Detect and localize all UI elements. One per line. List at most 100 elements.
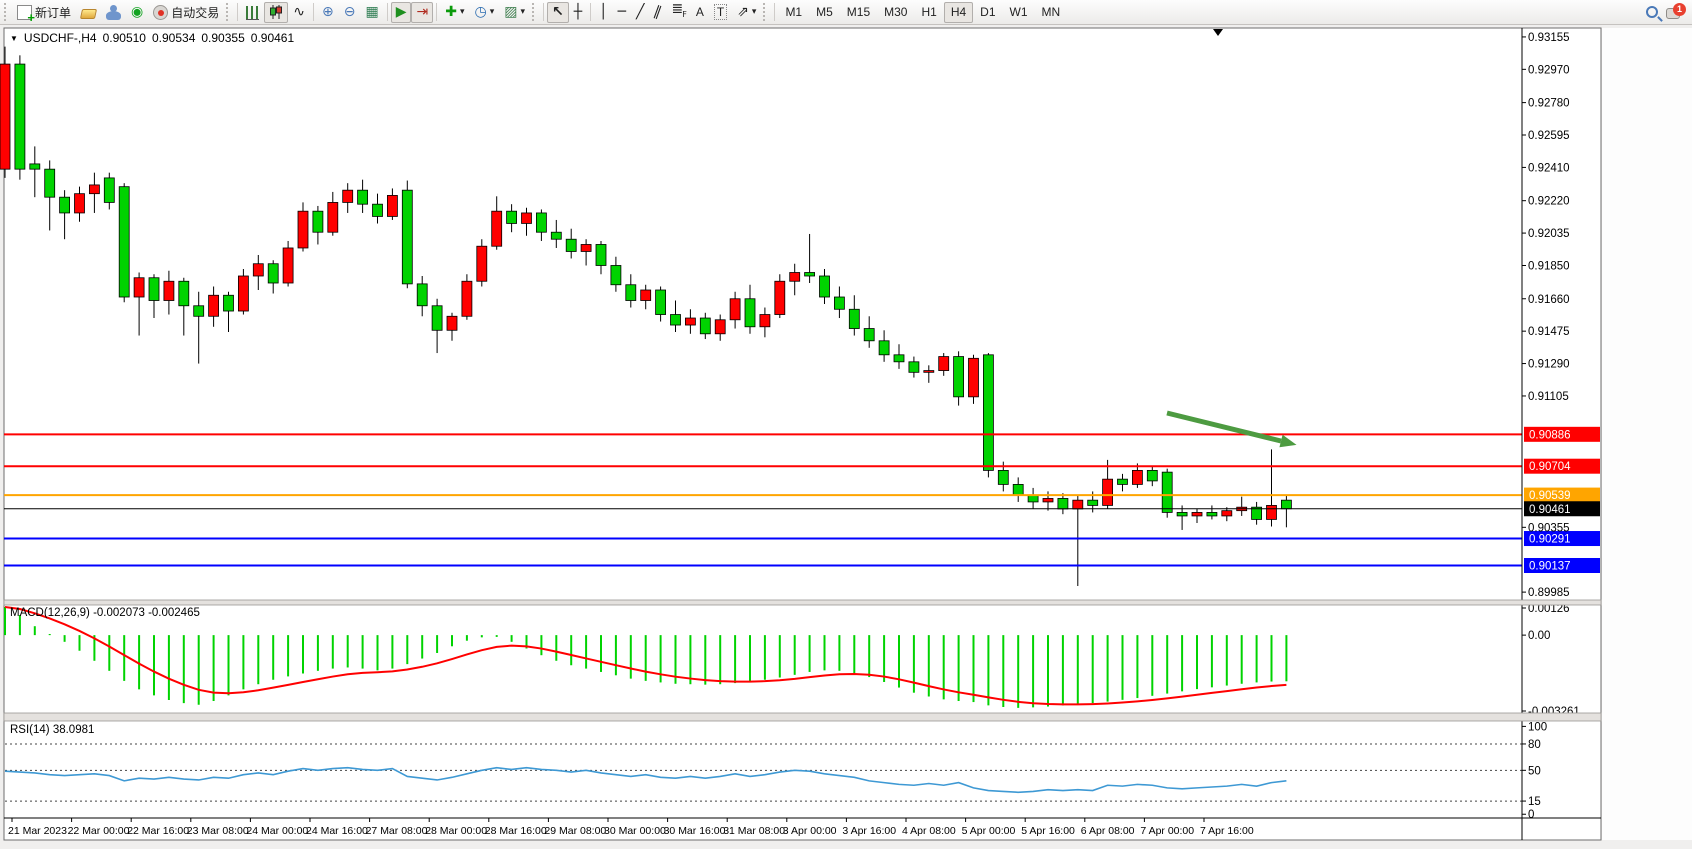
trendline-icon: ╱ [636,4,645,20]
dropdown-arrow-icon: ▾ [489,7,495,17]
periods-button[interactable]: ◷ ▾ [469,2,499,23]
zoom-out-button[interactable]: ⊖ [339,2,361,23]
arrows-button[interactable]: ⇗ ▾ [732,2,761,23]
arrows-icon: ⇗ [737,4,749,20]
chart-title[interactable]: ▼ USDCHF-,H4 0.90510 0.90534 0.90355 0.9… [10,31,294,45]
candle-up [1266,505,1277,520]
vertical-line-button[interactable]: │ [594,2,612,23]
candle-up [580,244,592,252]
new-order-button[interactable]: 新订单 [12,2,76,25]
candlestick-chart-button[interactable] [264,1,289,23]
chart-dropdown-icon[interactable]: ▼ [10,33,18,43]
text-icon: A [695,5,704,19]
time-tick-label: 21 Mar 2023 [8,825,67,837]
text-button[interactable]: A [691,2,709,23]
timeframe-button-M15[interactable]: M15 [840,2,877,23]
timeframe-button-M30[interactable]: M30 [877,2,914,23]
autotrading-button[interactable]: 自动交易 [148,2,224,23]
toolbar-separator [386,3,388,21]
candle-down [536,212,547,233]
candle-up [133,277,145,298]
bar-chart-icon [246,5,260,20]
time-tick-label: 23 Mar 08:00 [187,825,249,837]
toolbar-drag-handle[interactable] [4,3,10,21]
timeframe-button-M5[interactable]: M5 [809,2,840,23]
candle-up [923,370,935,373]
signals-button[interactable]: ◉ [126,2,148,23]
price-tick-label: 0.92970 [1528,64,1570,76]
templates-button[interactable]: ▨ ▾ [499,2,530,23]
toolbar-separator [590,3,592,21]
indicators-button[interactable]: ✚ ▾ [440,2,469,23]
main-price-panel[interactable] [0,46,1522,586]
panel-splitter[interactable] [3,599,1602,606]
price-tick-label: 0.91290 [1528,359,1570,371]
zoom-in-icon: ⊕ [321,4,334,20]
candle-up [342,189,354,203]
annotation-arrow-line[interactable] [1166,410,1282,444]
candle-up [282,247,294,284]
horizontal-line-button[interactable]: ─ [613,2,631,23]
trendline-button[interactable]: ╱ [631,2,649,23]
candle-up [1221,510,1233,517]
price-axis[interactable]: 0.90886 0.90704 0.90539 0.90461 0.90291 0.901… [1521,28,1600,840]
candle-down [610,265,622,286]
cursor-button[interactable]: ↖ [546,1,569,23]
rsi-axis-label: 80 [1528,739,1541,751]
candle-up [968,357,979,398]
time-tick-label: 31 Mar 08:00 [723,825,785,837]
timeframe-button-M1[interactable]: M1 [778,2,809,23]
time-tick-label: 5 Apr 00:00 [962,825,1016,837]
auto-scroll-button[interactable]: ▶ [390,1,412,23]
group-drag-handle[interactable] [531,3,538,21]
timeframe-button-W1[interactable]: W1 [1003,2,1035,23]
rsi-panel[interactable]: RSI(14) 38.0981 [4,724,1522,802]
channel-button[interactable]: ∥ [649,2,666,23]
candle-down [953,356,964,398]
text-label-button[interactable]: T [709,2,732,23]
time-tick-label: 5 Apr 16:00 [1021,825,1075,837]
group-drag-handle[interactable] [763,3,769,21]
tile-windows-button[interactable]: ▦ [360,2,383,23]
vertical-line-icon: │ [599,4,608,20]
line-chart-button[interactable]: ∿ [288,2,310,23]
timeframe-button-D1[interactable]: D1 [973,2,1002,23]
candle-down [893,354,905,363]
price-tick-label: 0.92780 [1528,98,1570,110]
channel-icon: ∥ [651,3,664,21]
annotation-arrow-head[interactable] [1279,434,1297,448]
candle-down [983,354,994,471]
timeframe-button-H1[interactable]: H1 [914,2,943,23]
time-tick-label: 7 Apr 00:00 [1140,825,1194,837]
price-tick-label: 0.89985 [1528,587,1570,599]
candle-down [103,177,115,203]
panel-splitter[interactable] [3,712,1602,722]
candle-down [848,308,860,329]
zoom-in-button[interactable]: ⊕ [317,2,339,23]
report-button[interactable] [101,2,126,23]
price-level-tag-text: 0.90886 [1529,429,1571,441]
chart-shift-button[interactable]: ⇥ [411,1,434,23]
line-chart-icon: ∿ [293,4,305,20]
group-drag-handle[interactable] [226,3,232,21]
chat-icon[interactable]: 1 [1666,3,1686,19]
fibonacci-button[interactable]: ≣F [666,2,690,23]
price-level-tag-text: 0.90461 [1529,504,1571,516]
time-tick-label: 4 Apr 08:00 [902,825,956,837]
deposit-button[interactable] [76,2,101,23]
candle-down [565,238,577,252]
bar-chart-button[interactable] [241,2,264,23]
timeframe-button-H4[interactable]: H4 [943,1,974,23]
candle-down [595,244,607,266]
macd-panel[interactable]: MACD(12,26,9) -0.002073 -0.002465 [4,606,1288,708]
chart-shift-marker[interactable] [1213,29,1223,36]
toolbar-separator [542,3,544,21]
search-icon[interactable] [1646,6,1658,18]
candle-down [819,275,830,298]
candle-down [148,277,160,301]
crosshair-button[interactable]: ┼ [569,2,587,23]
timeframe-button-MN[interactable]: MN [1035,2,1068,23]
candle-down [655,289,666,315]
